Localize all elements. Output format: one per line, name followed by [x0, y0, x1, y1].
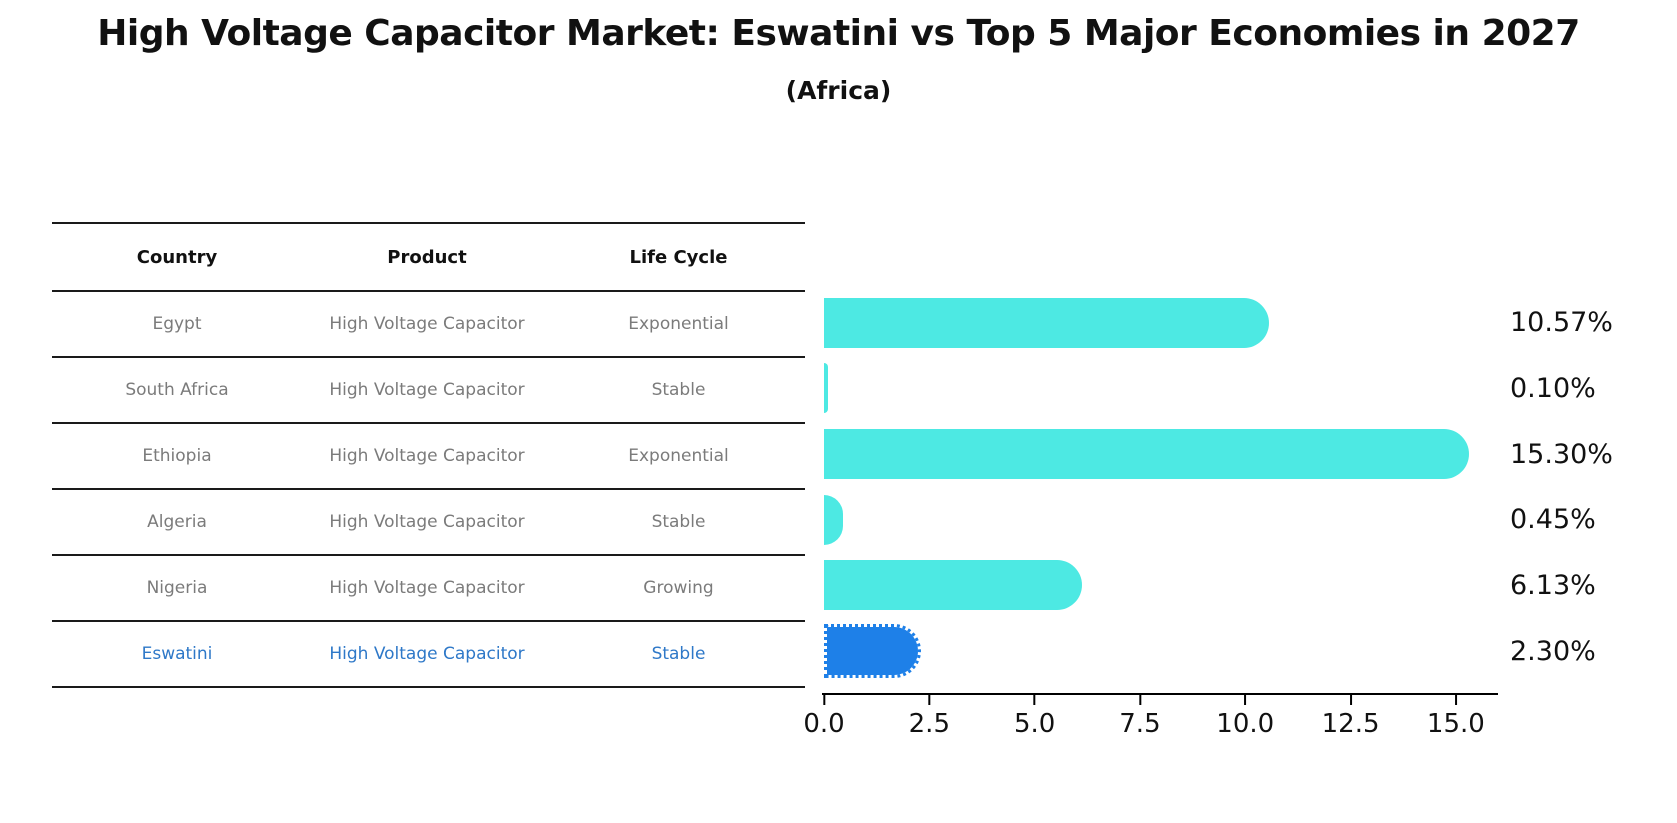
- x-tick: 2.5: [909, 695, 950, 739]
- cell-product: High Voltage Capacitor: [329, 380, 525, 400]
- x-tick: 5.0: [1014, 695, 1055, 739]
- table-row: Nigeria High Voltage Capacitor Growing: [52, 556, 805, 622]
- chart-title: High Voltage Capacitor Market: Eswatini …: [97, 13, 1580, 54]
- x-tick: 7.5: [1119, 695, 1161, 739]
- tick-mark: [1033, 695, 1036, 705]
- column-header-country: Country: [136, 246, 218, 268]
- column-header-product: Product: [387, 246, 467, 268]
- value-label-south-africa: 0.10%: [1510, 372, 1596, 404]
- table-row-highlight-eswatini: Eswatini High Voltage Capacitor Stable: [52, 622, 805, 688]
- chart-subtitle: (Africa): [785, 76, 892, 105]
- cell-country: Egypt: [152, 314, 202, 334]
- cell-product: High Voltage Capacitor: [329, 314, 525, 334]
- cell-life-cycle: Stable: [651, 512, 706, 532]
- x-tick: 0.0: [803, 695, 845, 739]
- cell-country: Ethiopia: [142, 446, 212, 466]
- tick-label: 0.0: [803, 709, 845, 739]
- x-axis-line: [822, 693, 1498, 695]
- bar-ethiopia: [824, 429, 1469, 480]
- cell-product: High Voltage Capacitor: [329, 446, 525, 466]
- cell-country: Eswatini: [141, 644, 213, 664]
- bar-eswatini-highlight: [824, 624, 921, 679]
- bar-plot-area: [824, 290, 1498, 684]
- cell-product: High Voltage Capacitor: [329, 512, 525, 532]
- table-row: Algeria High Voltage Capacitor Stable: [52, 490, 805, 556]
- tick-label: 5.0: [1013, 709, 1056, 739]
- table-header-row: Country Product Life Cycle: [52, 224, 805, 292]
- cell-life-cycle: Growing: [643, 578, 714, 598]
- bar-row: [824, 487, 1498, 553]
- x-tick: 15.0: [1427, 695, 1485, 739]
- cell-life-cycle: Stable: [651, 644, 706, 664]
- tick-mark: [822, 695, 825, 705]
- bar-row: [824, 290, 1498, 356]
- bar-row: [824, 356, 1498, 422]
- cell-country: Nigeria: [146, 578, 208, 598]
- cell-country: Algeria: [147, 512, 207, 532]
- cell-product: High Voltage Capacitor: [329, 578, 525, 598]
- tick-mark: [928, 695, 931, 705]
- value-label-column: 10.57% 0.10% 15.30% 0.45% 6.13% 2.30%: [1510, 290, 1670, 684]
- cell-product: High Voltage Capacitor: [329, 644, 525, 664]
- cell-life-cycle: Exponential: [628, 314, 729, 334]
- x-axis: 0.0 2.5 5.0 7.5 10.0 12.5 15.0: [803, 695, 1498, 745]
- tick-label: 7.5: [1119, 709, 1161, 739]
- tick-label: 15.0: [1426, 709, 1485, 739]
- table-row: Ethiopia High Voltage Capacitor Exponent…: [52, 424, 805, 490]
- bar-south-africa: [824, 363, 829, 414]
- bar-row: [824, 618, 1498, 684]
- tick-mark: [1244, 695, 1247, 705]
- table-row: South Africa High Voltage Capacitor Stab…: [52, 358, 805, 424]
- bar-row: [824, 553, 1498, 619]
- x-tick: 12.5: [1322, 695, 1380, 739]
- bar-egypt: [824, 297, 1270, 348]
- tick-label: 10.0: [1216, 709, 1275, 739]
- cell-life-cycle: Stable: [651, 380, 706, 400]
- column-header-life-cycle: Life Cycle: [629, 246, 728, 268]
- table-row: Egypt High Voltage Capacitor Exponential: [52, 292, 805, 358]
- bar-algeria: [824, 494, 843, 545]
- cell-country: South Africa: [125, 380, 229, 400]
- value-label-nigeria: 6.13%: [1510, 569, 1596, 601]
- tick-label: 2.5: [908, 709, 950, 739]
- tick-mark: [1454, 695, 1457, 705]
- tick-label: 12.5: [1321, 709, 1380, 739]
- bar-row: [824, 421, 1498, 487]
- market-table: Country Product Life Cycle Egypt High Vo…: [52, 222, 805, 688]
- x-tick: 10.0: [1216, 695, 1274, 739]
- value-label-egypt: 10.57%: [1510, 307, 1613, 339]
- cell-life-cycle: Exponential: [628, 446, 729, 466]
- tick-mark: [1138, 695, 1141, 705]
- tick-mark: [1349, 695, 1352, 705]
- value-label-algeria: 0.45%: [1510, 504, 1596, 536]
- value-label-eswatini: 2.30%: [1510, 635, 1596, 667]
- value-label-ethiopia: 15.30%: [1510, 438, 1613, 470]
- bar-nigeria: [824, 560, 1083, 611]
